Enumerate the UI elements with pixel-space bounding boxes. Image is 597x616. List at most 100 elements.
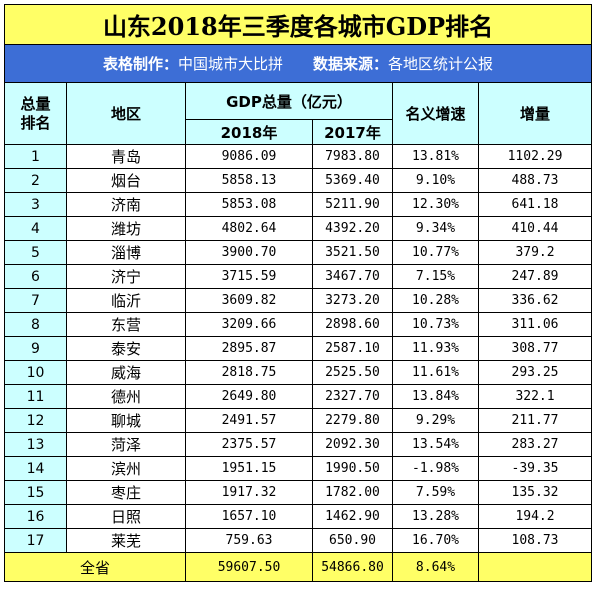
table-row: 14 滨州 1951.15 1990.50 -1.98% -39.35: [4, 456, 593, 481]
gdp-2018-cell: 3609.82: [185, 288, 313, 313]
gdp-2018-cell: 2375.57: [185, 432, 313, 457]
gdp-2017-cell: 3521.50: [312, 240, 393, 265]
city-cell: 济宁: [66, 264, 186, 289]
gdp-2017-cell: 3467.70: [312, 264, 393, 289]
gdp-2017-cell: 650.90: [312, 528, 393, 553]
table-row: 17 莱芜 759.63 650.90 16.70% 108.73: [4, 528, 593, 553]
gdp-2018-cell: 5853.08: [185, 192, 313, 217]
rank-cell: 13: [4, 432, 67, 457]
total-row: 全省 59607.50 54866.80 8.64%: [4, 552, 593, 582]
maker-value: 中国城市大比拼: [178, 55, 284, 73]
header-region: 地区: [66, 82, 186, 145]
rank-cell: 9: [4, 336, 67, 361]
gdp-2017-cell: 7983.80: [312, 144, 393, 169]
gdp-2017-cell: 1462.90: [312, 504, 393, 529]
city-cell: 滨州: [66, 456, 186, 481]
rank-cell: 14: [4, 456, 67, 481]
rank-cell: 12: [4, 408, 67, 433]
gdp-2017-cell: 2279.80: [312, 408, 393, 433]
table-title: 山东2018年三季度各城市GDP排名: [3, 4, 593, 45]
rank-cell: 7: [4, 288, 67, 313]
gdp-2018-cell: 9086.09: [185, 144, 313, 169]
increase-cell: 283.27: [477, 432, 593, 457]
rank-cell: 6: [4, 264, 67, 289]
increase-cell: 194.2: [477, 504, 593, 529]
gdp-2018-cell: 1657.10: [185, 504, 313, 529]
gdp-2018-cell: 1951.15: [185, 456, 313, 481]
growth-cell: 13.54%: [392, 432, 479, 457]
table-row: 9 泰安 2895.87 2587.10 11.93% 308.77: [4, 336, 593, 361]
table-row: 16 日照 1657.10 1462.90 13.28% 194.2: [4, 504, 593, 529]
growth-cell: 10.77%: [392, 240, 479, 265]
gdp-2018-cell: 759.63: [185, 528, 313, 553]
gdp-2017-cell: 2092.30: [312, 432, 393, 457]
gdp-2018-cell: 1917.32: [185, 480, 313, 505]
growth-cell: 13.28%: [392, 504, 479, 529]
gdp-2017-cell: 2587.10: [312, 336, 393, 361]
growth-cell: 13.84%: [392, 384, 479, 409]
rank-cell: 5: [4, 240, 67, 265]
rank-cell: 3: [4, 192, 67, 217]
total-gdp-2017: 54866.80: [312, 552, 393, 582]
increase-cell: 135.32: [477, 480, 593, 505]
credits-row: 表格制作：中国城市大比拼 数据来源：各地区统计公报: [3, 44, 593, 83]
table-row: 11 德州 2649.80 2327.70 13.84% 322.1: [4, 384, 593, 409]
city-cell: 烟台: [66, 168, 186, 193]
gdp-2017-cell: 1782.00: [312, 480, 393, 505]
table-row: 2 烟台 5858.13 5369.40 9.10% 488.73: [4, 168, 593, 193]
city-cell: 泰安: [66, 336, 186, 361]
city-cell: 莱芜: [66, 528, 186, 553]
growth-cell: 11.61%: [392, 360, 479, 385]
increase-cell: -39.35: [477, 456, 593, 481]
total-increase: [477, 552, 593, 582]
growth-cell: 9.29%: [392, 408, 479, 433]
source-value: 各地区统计公报: [388, 55, 494, 73]
gdp-2017-cell: 5211.90: [312, 192, 393, 217]
table-row: 13 菏泽 2375.57 2092.30 13.54% 283.27: [4, 432, 593, 457]
rank-cell: 4: [4, 216, 67, 241]
increase-cell: 488.73: [477, 168, 593, 193]
gdp-2018-cell: 5858.13: [185, 168, 313, 193]
header-year-2017: 2017年: [312, 119, 393, 145]
table-row: 1 青岛 9086.09 7983.80 13.81% 1102.29: [4, 144, 593, 169]
table-row: 10 威海 2818.75 2525.50 11.61% 293.25: [4, 360, 593, 385]
gdp-2018-cell: 3209.66: [185, 312, 313, 337]
total-label: 全省: [4, 552, 186, 582]
header-year-2018: 2018年: [185, 119, 313, 145]
increase-cell: 379.2: [477, 240, 593, 265]
increase-cell: 336.62: [477, 288, 593, 313]
growth-cell: 11.93%: [392, 336, 479, 361]
increase-cell: 211.77: [477, 408, 593, 433]
table-row: 15 枣庄 1917.32 1782.00 7.59% 135.32: [4, 480, 593, 505]
table-row: 4 潍坊 4802.64 4392.20 9.34% 410.44: [4, 216, 593, 241]
growth-cell: 7.59%: [392, 480, 479, 505]
total-gdp-2018: 59607.50: [185, 552, 313, 582]
maker-label: 表格制作：: [102, 55, 178, 73]
rank-cell: 15: [4, 480, 67, 505]
city-cell: 临沂: [66, 288, 186, 313]
city-cell: 德州: [66, 384, 186, 409]
gdp-2018-cell: 3715.59: [185, 264, 313, 289]
growth-cell: 12.30%: [392, 192, 479, 217]
increase-cell: 641.18: [477, 192, 593, 217]
rank-cell: 1: [4, 144, 67, 169]
table-row: 5 淄博 3900.70 3521.50 10.77% 379.2: [4, 240, 593, 265]
gdp-2018-cell: 2818.75: [185, 360, 313, 385]
city-cell: 潍坊: [66, 216, 186, 241]
increase-cell: 1102.29: [477, 144, 593, 169]
table-row: 8 东营 3209.66 2898.60 10.73% 311.06: [4, 312, 593, 337]
gdp-2017-cell: 5369.40: [312, 168, 393, 193]
gdp-2018-cell: 3900.70: [185, 240, 313, 265]
rank-cell: 11: [4, 384, 67, 409]
city-cell: 东营: [66, 312, 186, 337]
gdp-2017-cell: 2898.60: [312, 312, 393, 337]
gdp-2018-cell: 2649.80: [185, 384, 313, 409]
increase-cell: 410.44: [477, 216, 593, 241]
source-label: 数据来源：: [313, 55, 389, 73]
city-cell: 菏泽: [66, 432, 186, 457]
gdp-2018-cell: 2895.87: [185, 336, 313, 361]
city-cell: 枣庄: [66, 480, 186, 505]
table-row: 3 济南 5853.08 5211.90 12.30% 641.18: [4, 192, 593, 217]
increase-cell: 311.06: [477, 312, 593, 337]
header-gdp-total: GDP总量（亿元）: [185, 82, 393, 120]
